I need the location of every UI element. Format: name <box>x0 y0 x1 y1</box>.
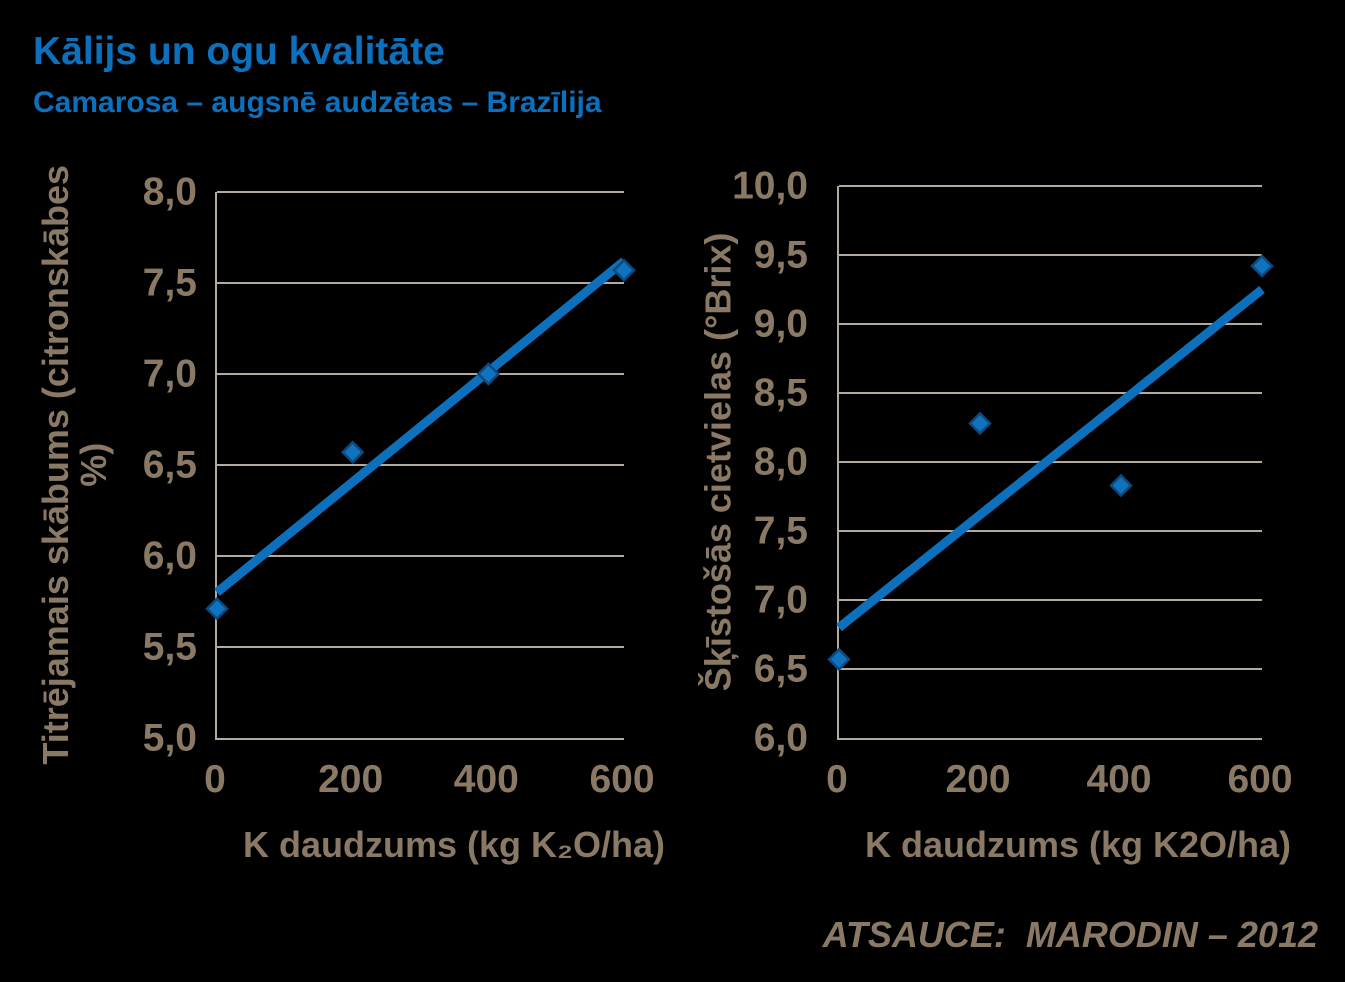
data-point-diamond <box>1109 473 1133 498</box>
x-tick-label: 400 <box>453 758 519 801</box>
x-tick-label: 0 <box>204 758 226 801</box>
left-chart-y-axis-title: Titrējamais skābums (citronskābes%) <box>20 165 130 765</box>
x-tick-label: 400 <box>1086 758 1152 801</box>
right-chart-x-axis-title: K daudzums (kg K2O/ha) <box>865 824 1292 865</box>
data-point-diamond <box>340 440 365 465</box>
y-tick-label: 7,5 <box>142 261 197 305</box>
right-chart-y-axis-title: Šķīstošās cietvielas (°Brix) <box>668 186 768 738</box>
left-chart-x-axis-ticks: 0 200 400 600 <box>204 754 654 801</box>
page-subtitle: Camarosa – augsnē audzētas – Brazīlija <box>33 86 602 119</box>
data-point-diamond <box>968 411 992 436</box>
y-tick-label: 5,5 <box>142 625 197 669</box>
x-tick-label: 0 <box>826 758 848 801</box>
right-chart-y-axis-title-text: Šķīstošās cietvielas (°Brix) <box>697 232 739 692</box>
left-chart-x-axis-title: K daudzums (kg K₂O/ha) <box>243 824 666 865</box>
y-tick-label: 8,0 <box>142 170 197 214</box>
data-point-diamond <box>612 258 636 283</box>
left-chart-y-axis-title-text: Titrējamais skābums (citronskābes%) <box>35 165 115 765</box>
x-tick-label: 200 <box>318 758 384 801</box>
y-tick-label: 6,5 <box>142 443 197 487</box>
data-point-diamond <box>476 362 501 386</box>
data-point-diamond <box>827 647 851 672</box>
left-chart-plot-area <box>205 191 636 740</box>
x-tick-label: 600 <box>589 758 655 801</box>
page-title: Kālijs un ogu kvalitāte <box>33 30 445 73</box>
y-tick-label: 5,0 <box>142 716 197 760</box>
x-tick-label: 200 <box>945 758 1011 801</box>
y-tick-label: 7,0 <box>142 352 197 396</box>
reference-text: ATSAUCE: MARODIN – 2012 <box>822 914 1318 955</box>
data-point-diamond <box>1250 254 1274 278</box>
right-chart-x-axis-ticks: 0 200 400 600 <box>826 754 1292 801</box>
x-tick-label: 600 <box>1227 758 1293 801</box>
data-point-diamond <box>205 597 229 621</box>
y-tick-label: 6,0 <box>142 534 197 578</box>
right-chart-plot-area <box>827 185 1274 740</box>
